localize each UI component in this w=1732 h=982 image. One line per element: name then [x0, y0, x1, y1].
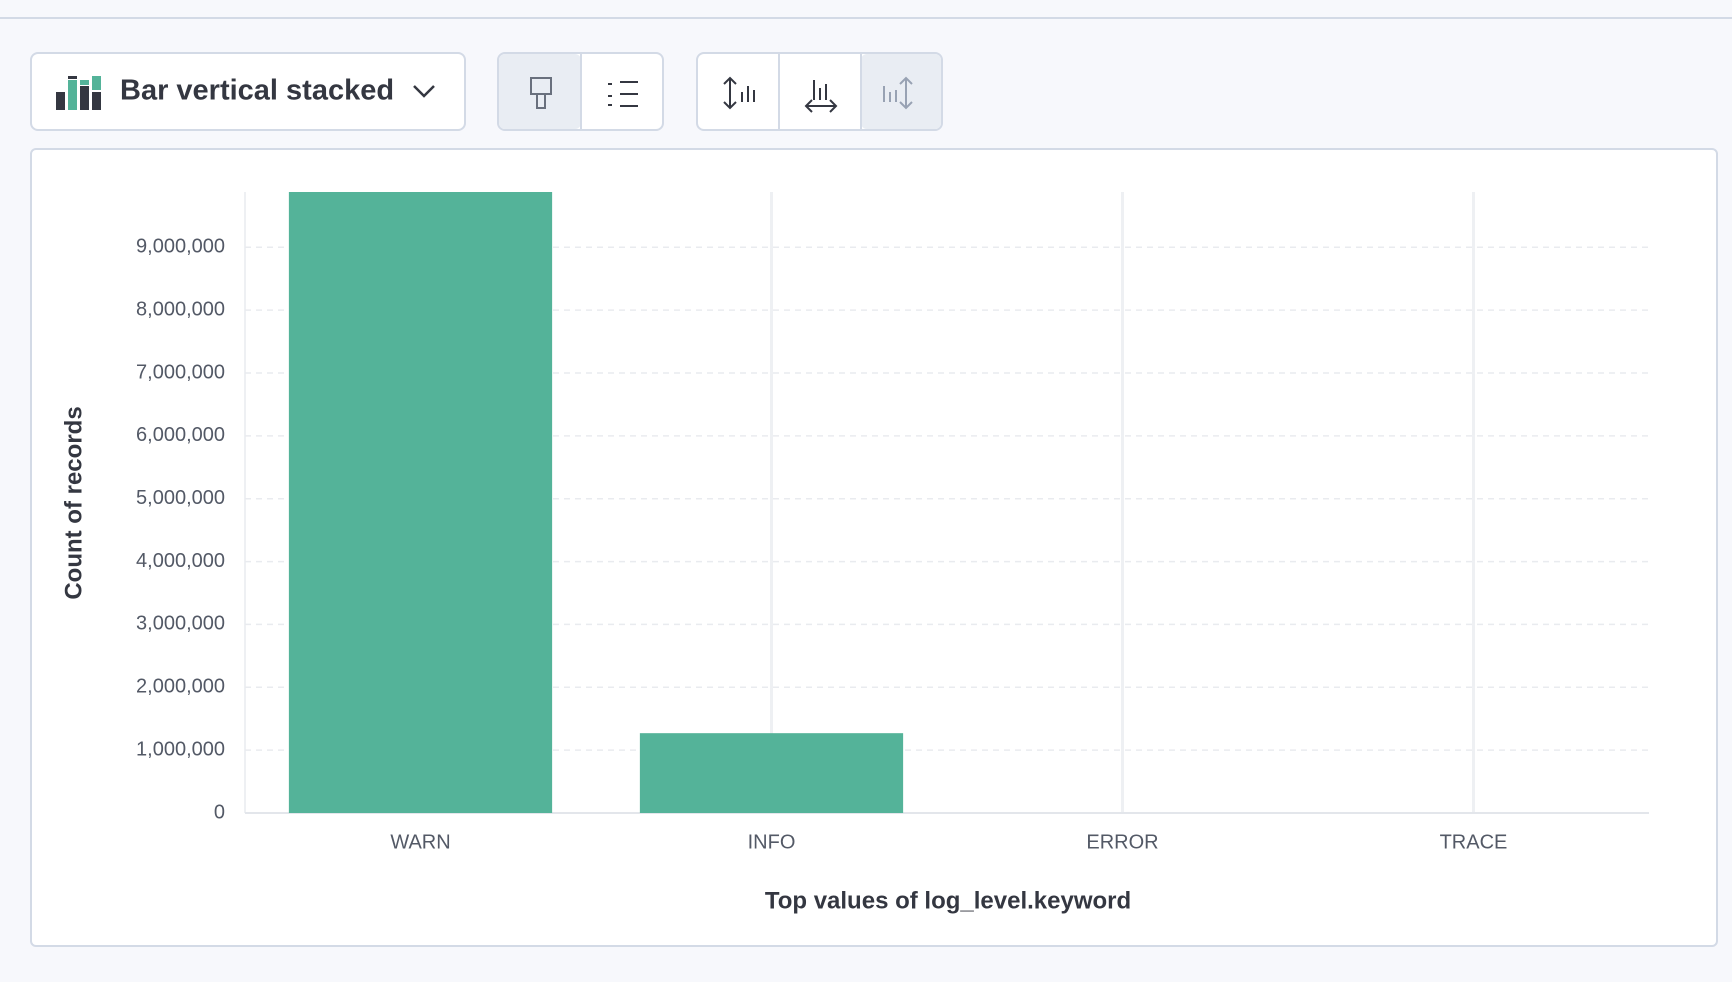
left-axis-icon[interactable] [723, 76, 755, 110]
bottom-axis-icon[interactable] [804, 80, 838, 113]
chart-icon [56, 76, 101, 110]
y-tick-label: 3,000,000 [136, 613, 225, 635]
legend-icon[interactable] [608, 81, 638, 107]
y-axis-title: Count of records [60, 406, 87, 599]
y-tick-label: 7,000,000 [136, 361, 225, 383]
x-tick-label: TRACE [1440, 831, 1508, 853]
paint-button[interactable] [499, 54, 581, 129]
chart-panel [30, 148, 1718, 947]
x-axis-title: Top values of log_level.keyword [765, 887, 1131, 914]
right-axis-icon[interactable] [883, 76, 913, 110]
chart-type-label: Bar vertical stacked [120, 75, 394, 107]
chart-type-dropdown[interactable]: Bar vertical stacked [30, 52, 466, 131]
x-tick-label: ERROR [1086, 831, 1158, 853]
bar [288, 192, 553, 813]
y-tick-label: 5,000,000 [136, 487, 225, 509]
y-tick-label: 0 [214, 801, 225, 823]
paint-icon [530, 77, 552, 109]
dropdown-box[interactable] [30, 52, 466, 131]
y-tick-label: 9,000,000 [136, 236, 225, 258]
y-tick-label: 1,000,000 [136, 738, 225, 760]
chevron [413, 85, 435, 98]
y-tick-label: 4,000,000 [136, 550, 225, 572]
right-axis-button[interactable] [861, 54, 941, 129]
x-tick-label: WARN [390, 831, 450, 853]
bar [639, 733, 904, 813]
y-tick-label: 2,000,000 [136, 676, 225, 698]
y-tick-label: 6,000,000 [136, 424, 225, 446]
y-tick-label: 8,000,000 [136, 298, 225, 320]
axis-buttons [696, 52, 943, 131]
x-tick-label: INFO [748, 831, 796, 853]
style-buttons [497, 52, 664, 131]
